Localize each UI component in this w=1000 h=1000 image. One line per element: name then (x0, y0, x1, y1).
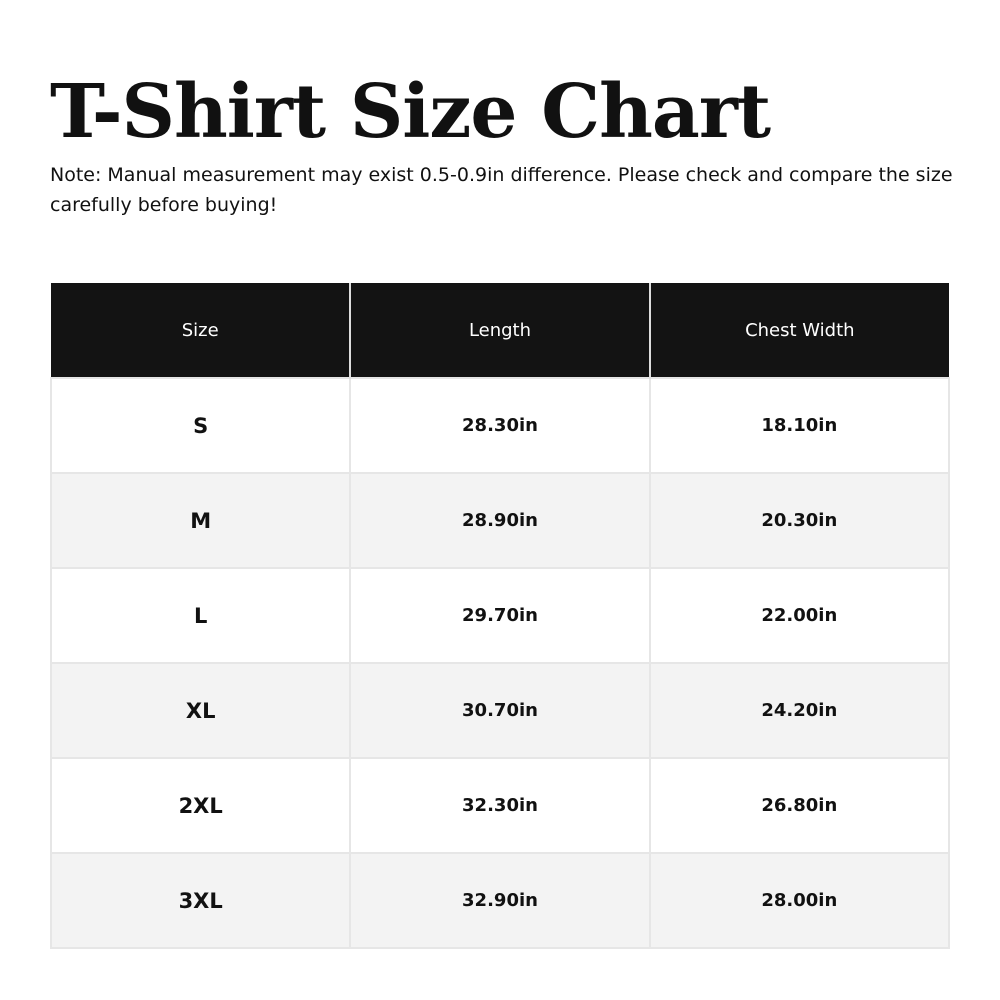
table-header-row: Size Length Chest Width (51, 283, 949, 378)
size-table: Size Length Chest Width S 28.30in 18.10in M… (49, 283, 951, 949)
cell-chest-width: 22.00in (648, 567, 951, 664)
cell-length: 30.70in (349, 662, 651, 759)
cell-size: M (49, 472, 352, 569)
measurement-note: Note: Manual measurement may exist 0.5-0… (50, 164, 953, 216)
cell-size: 3XL (49, 852, 352, 949)
table-row: XL 30.70in 24.20in (49, 662, 951, 759)
header-length: Length (350, 283, 651, 378)
cell-chest-width: 20.30in (648, 472, 951, 569)
cell-size: XL (49, 662, 352, 759)
cell-chest-width: 18.10in (648, 377, 951, 474)
table-row: L 29.70in 22.00in (49, 567, 951, 664)
table-row: M 28.90in 20.30in (49, 472, 951, 569)
cell-chest-width: 26.80in (648, 757, 951, 854)
table-row: 3XL 32.90in 28.00in (49, 852, 951, 949)
cell-length: 28.90in (349, 472, 651, 569)
cell-chest-width: 24.20in (648, 662, 951, 759)
cell-size: L (49, 567, 352, 664)
cell-size: 2XL (49, 757, 352, 854)
cell-size: S (49, 377, 352, 474)
table-row: S 28.30in 18.10in (49, 377, 951, 474)
cell-length: 32.30in (349, 757, 651, 854)
table-row: 2XL 32.30in 26.80in (49, 757, 951, 854)
header-size: Size (51, 283, 352, 378)
cell-length: 29.70in (349, 567, 651, 664)
cell-length: 32.90in (349, 852, 651, 949)
header-chest-width: Chest Width (649, 283, 949, 378)
cell-chest-width: 28.00in (648, 852, 951, 949)
cell-length: 28.30in (349, 377, 651, 474)
page-title: T-Shirt Size Chart (50, 69, 771, 155)
